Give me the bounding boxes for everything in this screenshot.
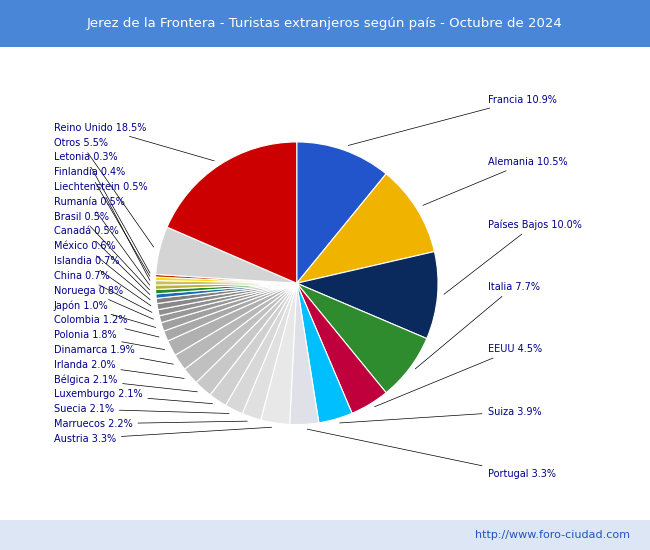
Wedge shape	[226, 283, 297, 414]
Text: Colombia 1.2%: Colombia 1.2%	[54, 315, 159, 337]
Wedge shape	[210, 283, 297, 405]
Text: Finlandia 0.4%: Finlandia 0.4%	[54, 167, 150, 276]
Text: Jerez de la Frontera - Turistas extranjeros según país - Octubre de 2024: Jerez de la Frontera - Turistas extranje…	[87, 17, 563, 30]
Text: Suecia 2.1%: Suecia 2.1%	[54, 404, 229, 414]
Wedge shape	[156, 283, 297, 304]
Text: Liechtenstein 0.5%: Liechtenstein 0.5%	[54, 182, 150, 280]
Wedge shape	[155, 277, 297, 283]
Text: Italia 7.7%: Italia 7.7%	[415, 282, 540, 369]
Text: México 0.6%: México 0.6%	[54, 241, 150, 300]
Text: http://www.foro-ciudad.com: http://www.foro-ciudad.com	[476, 530, 630, 540]
Text: Suiza 3.9%: Suiza 3.9%	[340, 406, 541, 423]
Wedge shape	[185, 283, 297, 383]
Text: Alemania 10.5%: Alemania 10.5%	[423, 157, 567, 205]
Wedge shape	[155, 283, 297, 294]
Text: Islandia 0.7%: Islandia 0.7%	[54, 256, 151, 306]
Wedge shape	[168, 283, 297, 355]
Wedge shape	[158, 283, 297, 316]
Text: Luxemburgo 2.1%: Luxemburgo 2.1%	[54, 389, 213, 404]
Wedge shape	[297, 283, 352, 423]
Text: China 0.7%: China 0.7%	[54, 271, 152, 312]
Wedge shape	[196, 283, 297, 395]
Wedge shape	[156, 283, 297, 298]
Wedge shape	[156, 227, 297, 283]
Text: Francia 10.9%: Francia 10.9%	[348, 95, 556, 145]
Wedge shape	[297, 283, 427, 393]
Text: Brasil 0.5%: Brasil 0.5%	[54, 212, 150, 290]
Text: Rumanía 0.5%: Rumanía 0.5%	[54, 197, 150, 285]
Wedge shape	[297, 174, 434, 283]
Wedge shape	[167, 142, 297, 283]
Wedge shape	[175, 283, 297, 369]
Wedge shape	[155, 280, 297, 285]
Text: Dinamarca 1.9%: Dinamarca 1.9%	[54, 345, 174, 364]
Wedge shape	[297, 251, 438, 339]
Text: Japón 1.0%: Japón 1.0%	[54, 300, 155, 327]
Text: Marruecos 2.2%: Marruecos 2.2%	[54, 419, 247, 429]
Wedge shape	[297, 283, 386, 413]
Text: Reino Unido 18.5%: Reino Unido 18.5%	[54, 123, 214, 161]
Wedge shape	[159, 283, 297, 323]
Wedge shape	[164, 283, 297, 341]
Text: Canadá 0.5%: Canadá 0.5%	[54, 227, 150, 295]
Wedge shape	[157, 283, 297, 310]
Wedge shape	[261, 283, 297, 425]
Text: Polonia 1.8%: Polonia 1.8%	[54, 330, 164, 350]
Text: Portugal 3.3%: Portugal 3.3%	[307, 429, 556, 479]
Text: Letonia 0.3%: Letonia 0.3%	[54, 152, 150, 273]
Text: EEUU 4.5%: EEUU 4.5%	[374, 344, 541, 407]
Text: Países Bajos 10.0%: Países Bajos 10.0%	[444, 219, 581, 294]
Wedge shape	[242, 283, 297, 420]
Text: Austria 3.3%: Austria 3.3%	[54, 427, 272, 444]
Wedge shape	[297, 142, 386, 283]
Wedge shape	[161, 283, 297, 331]
Text: Otros 5.5%: Otros 5.5%	[54, 138, 153, 247]
Text: Bélgica 2.1%: Bélgica 2.1%	[54, 374, 198, 392]
Wedge shape	[155, 274, 297, 283]
Text: Noruega 0.8%: Noruega 0.8%	[54, 285, 153, 319]
Wedge shape	[155, 283, 297, 289]
Wedge shape	[290, 283, 319, 425]
Text: Irlanda 2.0%: Irlanda 2.0%	[54, 360, 184, 378]
